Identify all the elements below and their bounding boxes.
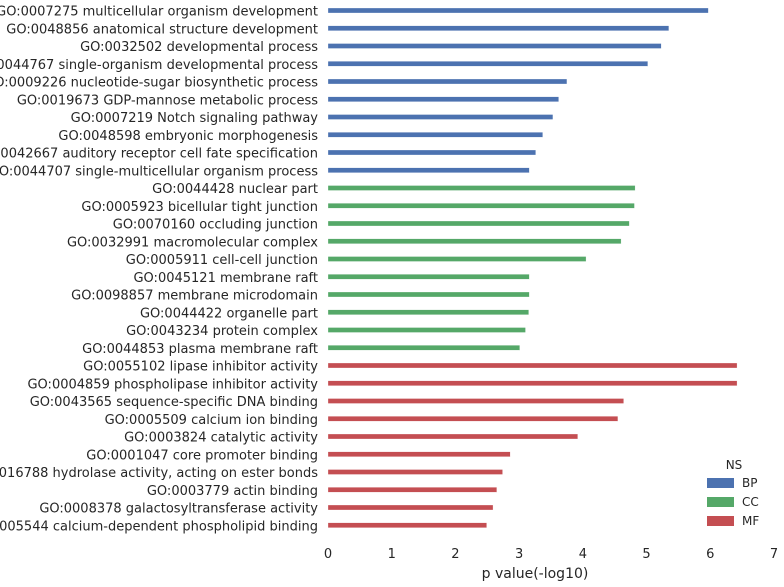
x-tick-label: 5: [642, 547, 650, 562]
category-label: GO:0008378 galactosyltransferase activit…: [39, 502, 318, 517]
category-label: GO:0007275 multicellular organism develo…: [0, 5, 318, 20]
bar-bp: [327, 78, 568, 85]
bar-bp: [327, 167, 530, 173]
category-label: GO:0044853 plasma membrane raft: [82, 342, 318, 357]
bar-mf: [327, 416, 619, 422]
bar-cc: [327, 203, 635, 209]
category-label: GO:0005509 calcium ion binding: [105, 413, 318, 428]
legend: NS BP CC MF: [707, 458, 759, 528]
bar-bp: [327, 132, 543, 138]
legend-swatch-bp: [707, 478, 734, 488]
bars: [327, 7, 738, 528]
bar-bp: [327, 114, 554, 120]
category-label: GO:0098857 membrane microdomain: [71, 289, 318, 304]
category-label: GO:0001047 core promoter binding: [86, 448, 318, 463]
bar-cc: [327, 309, 529, 315]
category-label: GO:0042667 auditory receptor cell fate s…: [0, 147, 318, 162]
category-label: GO:0048856 anatomical structure developm…: [6, 22, 318, 37]
category-label: GO:0044428 nuclear part: [152, 182, 318, 197]
bar-mf: [327, 362, 738, 369]
legend-swatch-mf: [707, 516, 734, 526]
category-label: GO:0004859 phospholipase inhibitor activ…: [27, 377, 318, 392]
x-axis-title: p value(-log10): [482, 566, 589, 582]
legend-entries: BP CC MF: [707, 476, 759, 528]
category-label: GO:0032991 macromolecular complex: [67, 235, 318, 250]
x-tick-label: 6: [706, 547, 714, 562]
bar-mf: [327, 522, 487, 528]
bar-mf: [327, 380, 738, 386]
bar-bp: [327, 43, 662, 49]
category-label: GO:0045121 membrane raft: [133, 271, 318, 286]
bar-mf: [327, 451, 511, 457]
category-label: GO:0007219 Notch signaling pathway: [71, 111, 319, 126]
bar-bp: [327, 96, 559, 102]
bar-bp: [327, 61, 648, 67]
x-tick-label: 0: [324, 547, 332, 562]
bar-bp: [327, 25, 670, 31]
category-label: GO:0032502 developmental process: [80, 40, 318, 55]
legend-label: CC: [742, 495, 759, 509]
bar-cc: [327, 274, 530, 280]
legend-label: MF: [742, 514, 759, 528]
legend-swatch-cc: [707, 497, 734, 507]
category-label: GO:0005911 cell-cell junction: [126, 253, 318, 268]
bar-bp: [327, 149, 536, 156]
category-label: GO:0044422 organelle part: [140, 306, 318, 321]
bar-mf: [327, 504, 494, 511]
bar-bp: [327, 7, 709, 14]
bar-cc: [327, 291, 530, 298]
bar-cc: [327, 345, 520, 351]
category-label: GO:0005544 calcium-dependent phospholipi…: [0, 519, 318, 534]
x-tick-label: 1: [388, 547, 396, 562]
x-tick-label: 3: [515, 547, 523, 562]
legend-title: NS: [726, 458, 743, 472]
category-labels: GO:0007275 multicellular organism develo…: [0, 5, 318, 535]
bar-cc: [327, 327, 526, 333]
bar-mf: [327, 433, 578, 440]
category-label: GO:0044767 single-organism developmental…: [0, 58, 318, 73]
bar-cc: [327, 185, 636, 191]
category-label: GO:0003824 catalytic activity: [124, 431, 318, 446]
category-label: GO:0048598 embryonic morphogenesis: [58, 129, 318, 144]
category-label: GO:0009226 nucleotide-sugar biosynthetic…: [0, 76, 318, 91]
category-label: GO:0005923 bicellular tight junction: [81, 200, 318, 215]
category-label: GO:0055102 lipase inhibitor activity: [83, 360, 318, 375]
legend-label: BP: [742, 476, 757, 490]
x-axis-ticks: 0 1 2 3 4 5 6 7: [324, 547, 778, 562]
category-label: GO:0070160 occluding junction: [113, 218, 318, 233]
bar-mf: [327, 487, 497, 493]
category-label: GO:0043234 protein complex: [126, 324, 318, 339]
category-label: GO:0003779 actin binding: [147, 484, 318, 499]
bar-cc: [327, 220, 630, 227]
category-label: GO:0044707 single-multicellular organism…: [0, 164, 318, 179]
bar-mf: [327, 469, 503, 475]
category-label: GO:0043565 sequence-specific DNA binding: [30, 395, 318, 410]
bar-cc: [327, 238, 622, 244]
bar-mf: [327, 398, 624, 404]
x-tick-label: 7: [770, 547, 778, 562]
category-label: GO:0019673 GDP-mannose metabolic process: [17, 93, 318, 108]
x-tick-label: 2: [451, 547, 459, 562]
bar-cc: [327, 256, 587, 262]
x-tick-label: 4: [579, 547, 587, 562]
category-label: GO:0016788 hydrolase activity, acting on…: [0, 466, 318, 481]
